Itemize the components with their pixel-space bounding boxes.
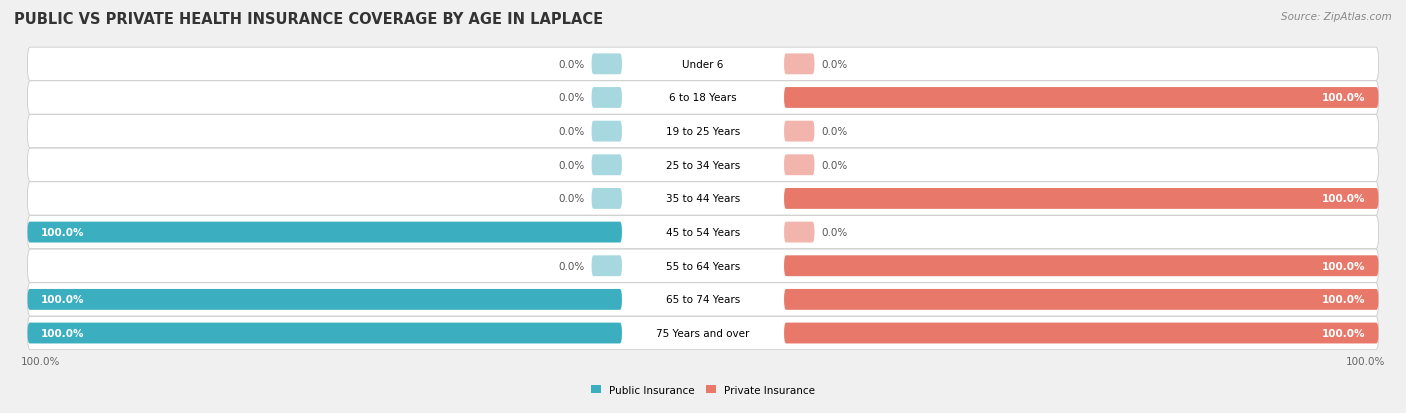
FancyBboxPatch shape bbox=[28, 115, 1378, 148]
Text: 100.0%: 100.0% bbox=[1322, 328, 1365, 338]
FancyBboxPatch shape bbox=[28, 82, 1378, 115]
Text: Under 6: Under 6 bbox=[682, 60, 724, 70]
FancyBboxPatch shape bbox=[28, 249, 1378, 283]
FancyBboxPatch shape bbox=[592, 189, 621, 209]
FancyBboxPatch shape bbox=[785, 256, 1378, 276]
Text: 0.0%: 0.0% bbox=[558, 160, 585, 171]
Text: 100.0%: 100.0% bbox=[1322, 294, 1365, 305]
Text: 25 to 34 Years: 25 to 34 Years bbox=[666, 160, 740, 171]
FancyBboxPatch shape bbox=[785, 289, 1378, 310]
Text: 65 to 74 Years: 65 to 74 Years bbox=[666, 294, 740, 305]
Text: 100.0%: 100.0% bbox=[41, 228, 84, 237]
Text: 100.0%: 100.0% bbox=[1322, 194, 1365, 204]
Text: 0.0%: 0.0% bbox=[558, 93, 585, 103]
FancyBboxPatch shape bbox=[785, 323, 1378, 344]
Text: 55 to 64 Years: 55 to 64 Years bbox=[666, 261, 740, 271]
Text: 6 to 18 Years: 6 to 18 Years bbox=[669, 93, 737, 103]
FancyBboxPatch shape bbox=[28, 149, 1378, 182]
Text: 0.0%: 0.0% bbox=[821, 127, 848, 137]
FancyBboxPatch shape bbox=[28, 48, 1378, 81]
FancyBboxPatch shape bbox=[592, 121, 621, 142]
FancyBboxPatch shape bbox=[592, 155, 621, 176]
FancyBboxPatch shape bbox=[592, 54, 621, 75]
FancyBboxPatch shape bbox=[28, 317, 1378, 350]
Text: 0.0%: 0.0% bbox=[558, 127, 585, 137]
FancyBboxPatch shape bbox=[785, 121, 814, 142]
FancyBboxPatch shape bbox=[28, 222, 621, 243]
Text: 19 to 25 Years: 19 to 25 Years bbox=[666, 127, 740, 137]
FancyBboxPatch shape bbox=[28, 289, 621, 310]
FancyBboxPatch shape bbox=[785, 54, 814, 75]
FancyBboxPatch shape bbox=[28, 283, 1378, 316]
Text: 35 to 44 Years: 35 to 44 Years bbox=[666, 194, 740, 204]
FancyBboxPatch shape bbox=[28, 182, 1378, 216]
FancyBboxPatch shape bbox=[785, 189, 1378, 209]
Legend: Public Insurance, Private Insurance: Public Insurance, Private Insurance bbox=[586, 381, 820, 399]
Text: 100.0%: 100.0% bbox=[1322, 261, 1365, 271]
FancyBboxPatch shape bbox=[785, 222, 814, 243]
FancyBboxPatch shape bbox=[28, 216, 1378, 249]
FancyBboxPatch shape bbox=[28, 323, 621, 344]
FancyBboxPatch shape bbox=[592, 256, 621, 276]
Text: 75 Years and over: 75 Years and over bbox=[657, 328, 749, 338]
FancyBboxPatch shape bbox=[592, 88, 621, 109]
Text: 100.0%: 100.0% bbox=[1322, 93, 1365, 103]
Text: 0.0%: 0.0% bbox=[558, 194, 585, 204]
Text: 100.0%: 100.0% bbox=[41, 328, 84, 338]
Text: 45 to 54 Years: 45 to 54 Years bbox=[666, 228, 740, 237]
FancyBboxPatch shape bbox=[785, 155, 814, 176]
Text: Source: ZipAtlas.com: Source: ZipAtlas.com bbox=[1281, 12, 1392, 22]
FancyBboxPatch shape bbox=[785, 88, 1378, 109]
Text: 0.0%: 0.0% bbox=[821, 60, 848, 70]
Text: 0.0%: 0.0% bbox=[821, 228, 848, 237]
Text: PUBLIC VS PRIVATE HEALTH INSURANCE COVERAGE BY AGE IN LAPLACE: PUBLIC VS PRIVATE HEALTH INSURANCE COVER… bbox=[14, 12, 603, 27]
Text: 0.0%: 0.0% bbox=[558, 261, 585, 271]
Text: 100.0%: 100.0% bbox=[21, 356, 60, 366]
Text: 0.0%: 0.0% bbox=[558, 60, 585, 70]
Text: 100.0%: 100.0% bbox=[41, 294, 84, 305]
Text: 0.0%: 0.0% bbox=[821, 160, 848, 171]
Text: 100.0%: 100.0% bbox=[1346, 356, 1385, 366]
